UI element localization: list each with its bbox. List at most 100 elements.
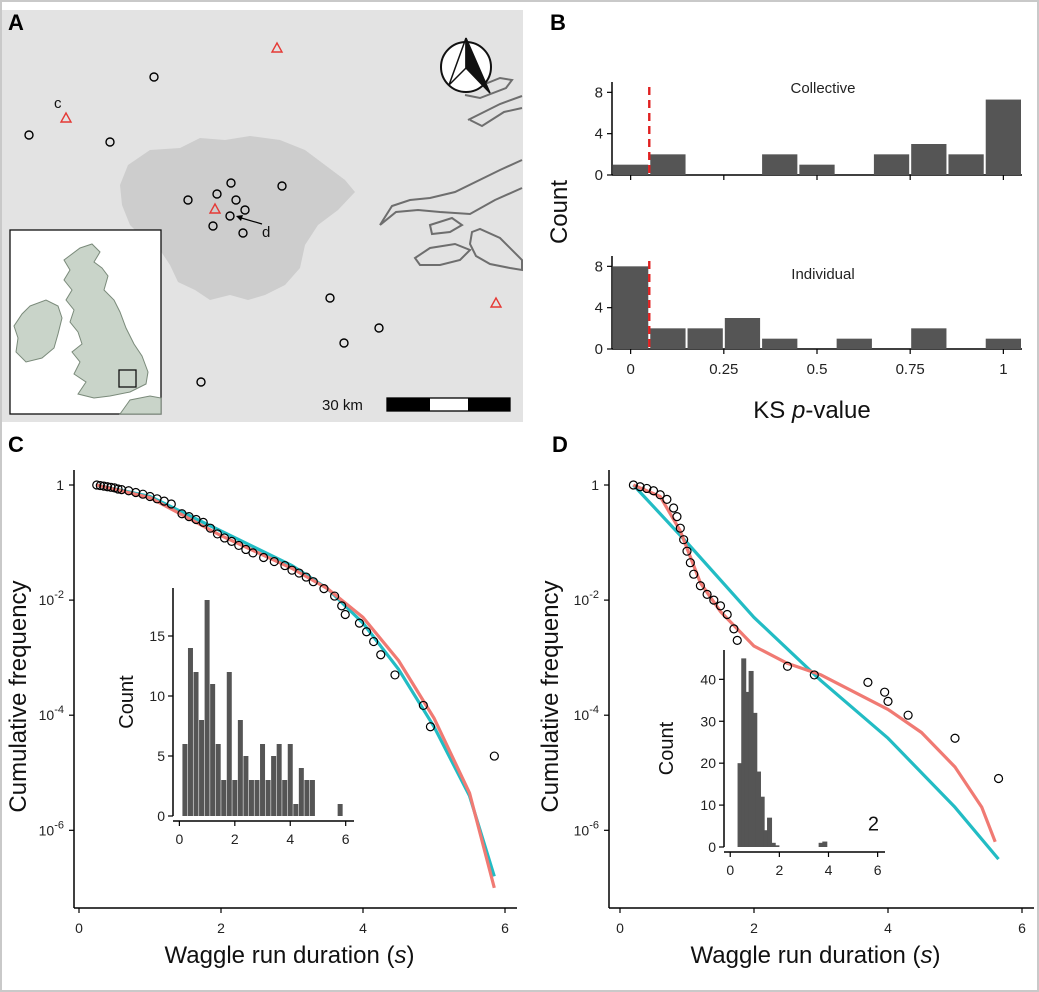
inset-bar: [298, 768, 304, 816]
fit-line-salmon: [632, 483, 997, 843]
data-point: [205, 523, 215, 533]
data-point: [655, 490, 665, 500]
site-circle: [240, 205, 250, 215]
inset-bar: [182, 744, 188, 816]
panel-label-a: A: [8, 10, 24, 35]
inset-bar: [215, 744, 221, 816]
histogram-bar: [762, 338, 798, 349]
inset-bar: [774, 845, 780, 847]
data-point: [672, 512, 682, 522]
y-tick-label: 1: [591, 477, 599, 493]
inset-x-tick-label: 6: [874, 862, 882, 878]
ireland: [13, 299, 63, 363]
x-label-part: Waggle run duration (: [165, 942, 395, 969]
data-point: [354, 618, 365, 628]
inset-x-tick-label: 6: [342, 831, 350, 847]
data-point: [675, 523, 685, 533]
y-axis-label: Cumulative frequency: [5, 580, 32, 812]
data-point: [166, 499, 176, 509]
x-tick-label: 0: [75, 920, 83, 936]
x-tick-label: 6: [501, 920, 509, 936]
inset-histogram: 0 5 10 15 0 2 4 6 Count: [116, 588, 354, 847]
tick-base: 10: [39, 822, 55, 838]
inset-bar: [282, 780, 288, 816]
histogram-bar: [687, 328, 723, 349]
data-point: [425, 722, 436, 732]
inset-y-tick-label: 0: [708, 839, 716, 855]
site-circles: [24, 72, 384, 387]
data-point: [269, 556, 279, 567]
tick-exponent: -4: [589, 704, 599, 716]
x-label-part: -value: [805, 397, 870, 424]
panel-label-b: B: [550, 10, 566, 35]
inset-y-axis-label: Count: [656, 721, 678, 775]
site-circle: [196, 377, 206, 387]
inset-bar: [199, 720, 205, 816]
histogram-bar: [836, 338, 872, 349]
x-axis-label: Waggle run duration (s): [165, 942, 415, 969]
scale-bar: 30 km: [322, 397, 511, 414]
inset-bar: [822, 841, 828, 847]
data-point: [722, 609, 732, 620]
north-arrow-icon: [440, 37, 492, 94]
tick-exponent: -6: [589, 819, 599, 831]
inset-bar: [767, 817, 773, 847]
inset-x-tick-label: 4: [825, 862, 833, 878]
inset-bar: [226, 672, 232, 816]
inset-bar: [741, 658, 747, 847]
x-tick-label: 0.25: [709, 361, 738, 378]
inset-bar: [254, 780, 260, 816]
inset-bar: [744, 691, 750, 847]
site-circle: [212, 189, 222, 199]
site-circle: [231, 195, 241, 205]
x-label-part: ): [406, 942, 414, 969]
data-point: [662, 494, 672, 504]
site-triangle: [208, 202, 222, 214]
data-point: [280, 560, 290, 571]
data-point: [729, 624, 739, 634]
inset-bar: [293, 804, 299, 816]
histogram-bar: [873, 154, 910, 175]
data-point: [308, 577, 318, 587]
x-tick-label: 0.75: [896, 361, 925, 378]
data-point: [685, 558, 695, 568]
tick-exponent: -6: [54, 819, 64, 831]
site-circle: [277, 181, 287, 191]
data-point: [259, 552, 269, 563]
data-point: [337, 601, 347, 611]
x-tick-label: 4: [884, 920, 892, 936]
inset-bar: [193, 672, 199, 816]
data-point: [883, 696, 893, 706]
data-point: [628, 480, 639, 490]
tick-exponent: -2: [54, 589, 64, 601]
data-point: [376, 650, 386, 660]
histogram-bar: [650, 328, 686, 349]
y-tick-label: 4: [595, 300, 603, 317]
inset-x-tick-label: 4: [286, 831, 294, 847]
inset-bar: [204, 600, 210, 816]
inset-x-tick-label: 2: [775, 862, 783, 878]
inset-bar: [237, 720, 243, 816]
histogram-bar: [724, 318, 761, 349]
b-individual-histogram: 0 4 8 0 0.25 0.5 0.75 1 Individual: [595, 256, 1022, 378]
inset-bar: [763, 830, 769, 847]
data-point: [340, 609, 350, 620]
tick-base: 10: [39, 707, 55, 723]
histogram-title: Individual: [791, 266, 854, 283]
data-point: [903, 710, 913, 720]
inset-histogram: 0 10 20 30 40 0 2 4 6 Count: [656, 650, 885, 878]
data-point: [993, 773, 1004, 784]
inset-y-axis-label: Count: [116, 675, 138, 729]
tick-base: 10: [574, 592, 590, 608]
x-label-part-italic: s: [394, 942, 406, 969]
site-circle: [149, 72, 159, 82]
site-circle: [226, 178, 236, 188]
inset-y-tick-label: 10: [700, 797, 716, 813]
data-point: [369, 636, 379, 647]
data-point: [116, 485, 127, 495]
histogram-bar: [650, 154, 686, 175]
histogram-bar: [985, 338, 1021, 349]
data-point: [695, 581, 706, 591]
histogram-bar: [911, 328, 947, 349]
data-point: [234, 540, 244, 551]
